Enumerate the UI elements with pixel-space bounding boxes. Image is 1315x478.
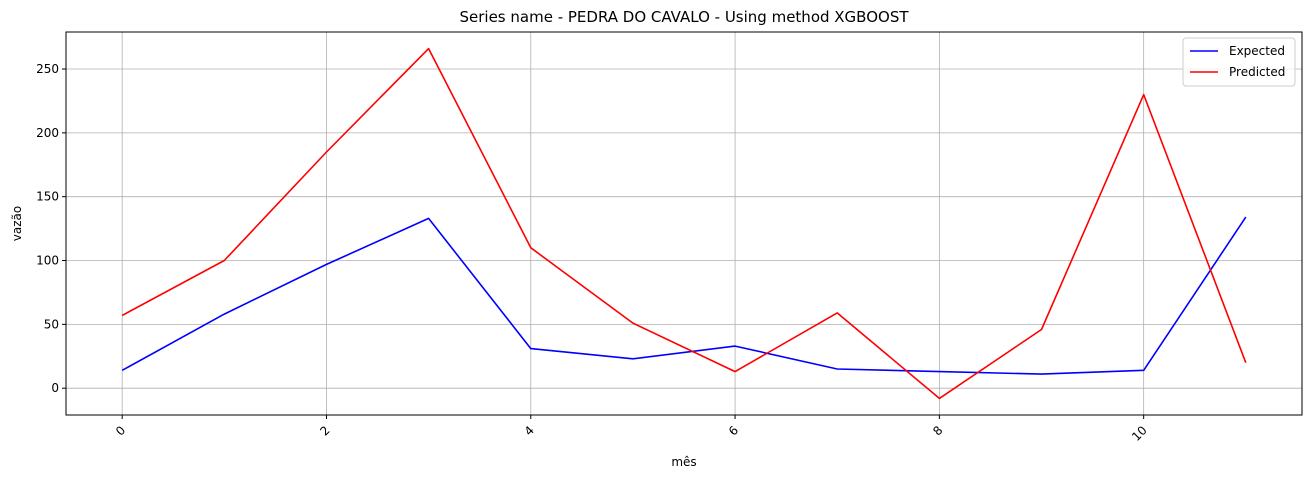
y-tick-label: 0 <box>51 381 59 395</box>
y-tick-label: 100 <box>36 254 59 268</box>
y-tick-label: 50 <box>44 317 59 331</box>
y-axis-label: vazão <box>10 206 24 241</box>
legend-box <box>1182 37 1296 87</box>
y-tick-label: 150 <box>36 190 59 204</box>
series-lines <box>121 47 1247 400</box>
legend-label-predicted: Predicted <box>1229 65 1285 79</box>
y-tick-label: 250 <box>36 62 59 76</box>
legend: Expected Predicted <box>1182 37 1296 87</box>
y-tick-label: 200 <box>36 126 59 140</box>
series-line-expected <box>121 216 1247 375</box>
chart-title: Series name - PEDRA DO CAVALO - Using me… <box>459 8 909 26</box>
y-axis-ticks: 0 50 100 150 200 250 <box>36 62 66 395</box>
x-axis-label: mês <box>671 455 696 469</box>
series-line-predicted <box>121 47 1247 400</box>
plot-frame <box>65 31 1303 416</box>
legend-label-expected: Expected <box>1229 44 1285 58</box>
